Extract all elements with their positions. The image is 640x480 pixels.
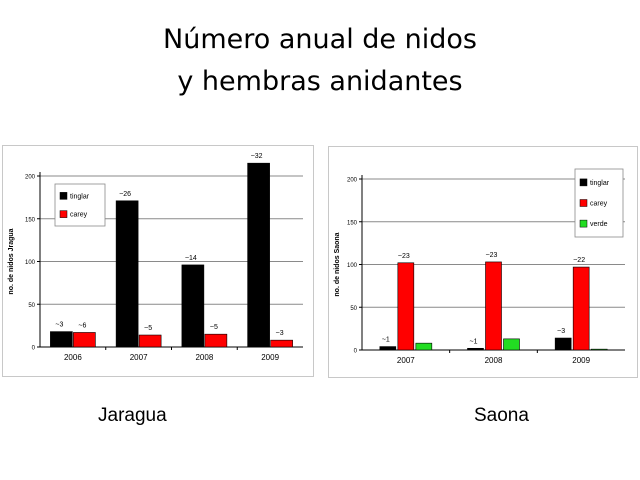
x-tick-label-2006: 2006 xyxy=(64,353,82,362)
bar-carey-2008 xyxy=(485,261,502,351)
legend-label-verde: verde xyxy=(590,221,608,228)
jaragua-bar-chart: 0 50 100 150 200 no. de nidos Jragua 2006 ~3 ~6 2… xyxy=(8,153,303,362)
data-label-tinglar-2006: ~3 xyxy=(55,322,63,329)
bar-verde-2009 xyxy=(590,348,608,351)
x-tick-label-2007: 2007 xyxy=(397,356,415,365)
data-label-tinglar-2009: ~32 xyxy=(251,153,263,160)
y-tick-label: 50 xyxy=(28,303,35,309)
x-tick-label-2007: 2007 xyxy=(130,353,148,362)
saona-chart-panel: 0 50 100 150 200 no. de nidos Saona 2007 ~1 ~23 2… xyxy=(328,146,638,378)
legend-label-carey: carey xyxy=(590,201,608,208)
y-tick-label: 150 xyxy=(347,220,358,226)
y-tick-label: 0 xyxy=(32,346,36,352)
legend-label-tinglar: tinglar xyxy=(70,193,90,200)
bar-carey-2009 xyxy=(572,266,590,351)
jaragua-caption: Jaragua xyxy=(98,405,167,426)
saona-caption: Saona xyxy=(474,405,529,426)
data-label-carey-2008: ~23 xyxy=(486,252,498,259)
data-label-tinglar-2007: ~26 xyxy=(119,191,131,198)
jaragua-chart-panel: 0 50 100 150 200 no. de nidos Jragua 2006 ~3 ~6 2… xyxy=(2,145,314,377)
legend-swatch-carey xyxy=(579,199,588,207)
data-label-tinglar-2008: ~1 xyxy=(470,338,478,345)
bar-verde-2007 xyxy=(415,342,433,351)
y-axis-label: no. de nidos Jragua xyxy=(8,228,15,294)
y-tick-label: 150 xyxy=(25,217,36,223)
legend-swatch-tinglar xyxy=(59,192,68,200)
bar-verde-2008 xyxy=(503,338,520,351)
x-tick-label-2009: 2009 xyxy=(261,353,279,362)
legend-swatch-verde xyxy=(579,219,588,228)
data-label-tinglar-2008: ~14 xyxy=(185,255,197,262)
y-tick-label: 200 xyxy=(25,175,36,181)
y-tick-label: 200 xyxy=(347,178,358,184)
data-label-carey-2009: ~22 xyxy=(573,257,585,264)
data-label-carey-2006: ~6 xyxy=(78,322,86,329)
slide-title-line-2: y hembras anidantes xyxy=(177,66,463,97)
y-axis-label: no. de nidos Saona xyxy=(334,232,341,296)
y-tick-label: 50 xyxy=(350,306,357,312)
bar-tinglar-2008 xyxy=(467,347,484,351)
bar-carey-2006 xyxy=(73,332,96,348)
slide-title-line-1: Número anual de nidos xyxy=(163,24,477,55)
bar-carey-2007 xyxy=(397,262,415,351)
legend-swatch-carey xyxy=(59,210,68,218)
y-tick-label: 0 xyxy=(354,349,358,355)
bar-tinglar-2006 xyxy=(50,331,73,348)
bar-tinglar-2009 xyxy=(554,337,572,351)
legend-swatch-tinglar xyxy=(579,178,588,187)
bar-tinglar-2009 xyxy=(247,162,270,348)
legend-label-tinglar: tinglar xyxy=(590,180,610,187)
x-tick-label-2008: 2008 xyxy=(195,353,213,362)
data-label-carey-2007: ~5 xyxy=(144,325,152,332)
bar-tinglar-2007 xyxy=(379,346,397,351)
x-tick-label-2009: 2009 xyxy=(572,356,590,365)
bar-tinglar-2008 xyxy=(181,264,205,348)
legend-box xyxy=(54,183,106,227)
bar-carey-2009 xyxy=(270,339,293,348)
data-label-carey-2008: ~5 xyxy=(210,324,218,331)
bar-carey-2007 xyxy=(138,334,162,348)
y-tick-label: 100 xyxy=(347,263,358,269)
saona-bar-chart: 0 50 100 150 200 no. de nidos Saona 2007 ~1 ~23 2… xyxy=(334,168,625,365)
x-tick-label-2008: 2008 xyxy=(485,356,503,365)
bar-carey-2008 xyxy=(204,333,228,348)
data-label-tinglar-2007: ~1 xyxy=(382,337,390,344)
legend-label-carey: carey xyxy=(70,212,88,219)
y-tick-label: 100 xyxy=(25,260,36,266)
data-label-tinglar-2009: ~3 xyxy=(557,328,565,335)
data-label-carey-2007: ~23 xyxy=(398,253,410,260)
bar-tinglar-2007 xyxy=(115,200,139,348)
data-label-carey-2009: ~3 xyxy=(276,330,284,337)
